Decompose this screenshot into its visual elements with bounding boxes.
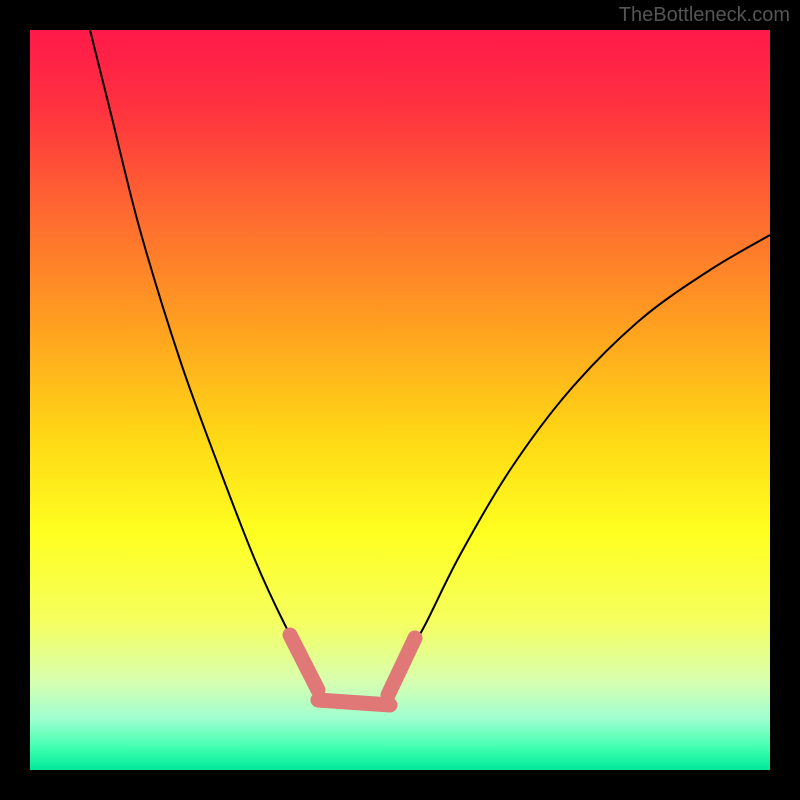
bottleneck-chart xyxy=(0,0,800,800)
chart-container: TheBottleneck.com xyxy=(0,0,800,800)
watermark-text: TheBottleneck.com xyxy=(619,4,790,27)
